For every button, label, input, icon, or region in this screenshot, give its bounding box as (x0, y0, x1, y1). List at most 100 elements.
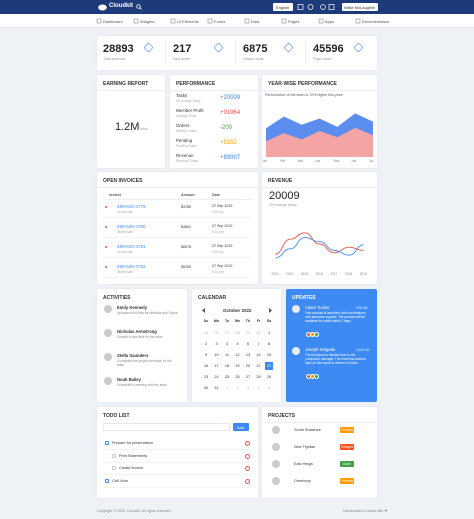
activities-card: ACTIVITIES Emily Kennedy Uploaded new fil… (97, 289, 187, 402)
checkbox[interactable] (112, 453, 116, 458)
reaction[interactable] (314, 332, 319, 337)
calendar-day[interactable]: 28 (235, 331, 240, 335)
calendar-day[interactable]: 27 (224, 331, 230, 335)
x-tick-label: 2017 (330, 272, 338, 276)
calendar-day[interactable]: 12 (235, 353, 240, 357)
calendar-day[interactable]: 3 (215, 342, 218, 346)
invoice-date: 27 Sep 2019 (212, 244, 233, 248)
project-name: New Trystan (294, 445, 316, 449)
menu-item[interactable]: Widgets (140, 18, 155, 24)
area (266, 127, 373, 157)
invoice-id[interactable]: 490-525-4781 (117, 244, 146, 249)
menu-item[interactable]: Documentation (362, 18, 389, 24)
menu-icon (207, 18, 213, 24)
calendar-day[interactable]: 3 (246, 386, 250, 390)
menu-icon (170, 18, 176, 24)
status-label: Done (343, 462, 351, 467)
calendar-day[interactable]: 28 (256, 375, 261, 379)
calendar-day[interactable]: 18 (224, 364, 230, 368)
menu-icon-svg (96, 18, 102, 24)
user-name: Willie McLaughlin (344, 4, 376, 10)
invoice-id[interactable]: 490-525-4782 (117, 264, 146, 269)
add-label: Add (237, 424, 245, 430)
checkbox[interactable] (105, 441, 109, 445)
perf-value: +91964 (220, 110, 241, 116)
calendar-day[interactable]: 14 (256, 353, 261, 357)
search-icon[interactable] (136, 4, 142, 10)
calendar-day[interactable]: 26 (235, 375, 240, 379)
calendar-day[interactable]: 4 (257, 386, 260, 390)
month-arrows[interactable] (202, 308, 272, 313)
calendar-day[interactable]: 7 (257, 342, 260, 346)
calendar-day[interactable]: 1 (225, 386, 229, 390)
calendar-day[interactable]: 11 (225, 353, 229, 357)
user-button[interactable]: Willie McLaughlin (342, 3, 378, 11)
perf-name: Revenue (176, 153, 194, 158)
calendar-day[interactable]: 16 (203, 364, 209, 368)
calendar-day[interactable]: 31 (214, 386, 219, 390)
menu-item[interactable]: UI Elements (177, 18, 199, 24)
x-tick-label: Mar (297, 159, 304, 163)
x-tick-label: May (333, 159, 340, 163)
menu-item[interactable]: Apps (325, 18, 335, 24)
revenue-note: 5% change today (269, 203, 297, 207)
calendar-day[interactable]: 2 (204, 342, 208, 346)
calendar-day[interactable]: 1 (267, 331, 271, 335)
activity-text: Uploaded new files for Webflow and Figma (117, 311, 178, 315)
calendar-day[interactable]: 4 (225, 342, 229, 346)
menu-item[interactable]: Forms (214, 18, 226, 24)
calendar-day[interactable]: 5 (236, 342, 239, 346)
reaction[interactable] (314, 374, 319, 379)
calendar-day[interactable]: 30 (203, 386, 209, 390)
checkbox[interactable] (112, 466, 116, 470)
language-button[interactable]: English (273, 3, 293, 11)
footer-copyright: Copyright © 2020, Cloudkit. All rights r… (97, 509, 172, 513)
calendar-day[interactable]: 30 (256, 331, 261, 335)
perf-note: Average Profit (176, 114, 197, 118)
calendar-day[interactable]: 27 (245, 375, 251, 379)
revenue-value: 20009 (269, 190, 300, 202)
calendar-day[interactable]: 17 (214, 364, 219, 368)
add-button[interactable]: Add (233, 423, 249, 431)
calendar-day[interactable]: 19 (235, 364, 240, 368)
calendar-day[interactable]: 15 (266, 353, 272, 357)
calendar-day[interactable]: 23 (203, 375, 209, 379)
nav-icons[interactable] (297, 4, 335, 10)
delete-button[interactable] (245, 466, 250, 471)
menu-icon-svg (244, 18, 250, 24)
calendar-day[interactable]: 29 (245, 331, 251, 335)
calendar-day[interactable]: 5 (267, 386, 271, 390)
menu-item[interactable]: Data (251, 18, 260, 24)
delete-button[interactable] (245, 453, 250, 459)
calendar-day[interactable]: 21 (256, 364, 261, 368)
activity-name: Stella Saunders (117, 353, 149, 358)
invoice-id[interactable]: 490-525-4780 (117, 224, 146, 229)
menu-item[interactable]: Pages (288, 18, 300, 24)
todo-input[interactable] (103, 423, 230, 431)
calendar-day[interactable]: 2 (236, 386, 239, 390)
invoices-card: OPEN INVOICES Invoice Amount Date 490-525-4… (97, 172, 258, 284)
calendar-day[interactable]: 9 (204, 353, 208, 357)
checkbox[interactable] (105, 478, 109, 483)
invoice-id[interactable]: 490-525-4779 (117, 204, 146, 209)
calendar-day[interactable]: 26 (214, 331, 219, 335)
invoice-note: Online sale (117, 210, 133, 214)
calendar-day[interactable]: 22 (265, 362, 273, 370)
perf-value: +5152 (220, 140, 237, 146)
calendar-day[interactable]: 25 (203, 331, 209, 335)
calendar-day[interactable]: 24 (214, 375, 219, 379)
calendar-day[interactable]: 20 (245, 364, 251, 368)
calendar-day[interactable]: 25 (224, 375, 230, 379)
calendar-day[interactable]: 10 (214, 353, 219, 357)
calendar-day[interactable]: 13 (245, 353, 251, 357)
chart (275, 232, 364, 259)
menu-item[interactable]: Dashboard (103, 18, 123, 24)
calendar-day[interactable]: 6 (246, 342, 250, 346)
calendar-day[interactable]: 29 (266, 375, 272, 379)
delete-button[interactable] (245, 441, 250, 446)
calendar-day[interactable]: 8 (267, 342, 271, 346)
update-name: Adam Tucker (305, 305, 330, 310)
delete-button[interactable] (245, 478, 250, 484)
row-icon (105, 226, 107, 228)
